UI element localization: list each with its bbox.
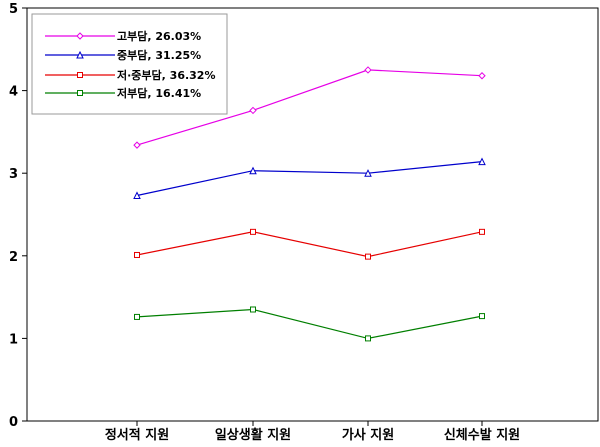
data-point xyxy=(250,228,256,235)
axes: 0 1 2 3 4 5 정서적 지원 일상생활 지원 가사 지원 신체수발 지원 xyxy=(9,2,599,443)
legend-entry: 저·중부담, 36.32% xyxy=(45,68,215,82)
series-line xyxy=(136,69,483,146)
series-line xyxy=(136,308,483,340)
data-point xyxy=(478,72,486,80)
y-tick-label: 5 xyxy=(9,2,18,17)
plot-frame xyxy=(26,7,599,422)
legend-label: 중부담, 31.25% xyxy=(117,48,201,62)
legend-entry: 중부담, 31.25% xyxy=(45,48,201,62)
data-point xyxy=(249,106,257,115)
data-point xyxy=(250,306,256,313)
legend-entry: 저부담, 16.41% xyxy=(45,86,201,100)
y-tick-label: 0 xyxy=(9,415,18,430)
legend-label: 저·중부담, 36.32% xyxy=(117,68,215,82)
legend: 고부담, 26.03% 중부담, 31.25% 저·중부담, 36.32% 저부담, … xyxy=(31,13,228,115)
series-line xyxy=(136,161,483,197)
y-tick-label: 2 xyxy=(9,250,18,265)
data-point xyxy=(133,191,141,200)
series-1 xyxy=(133,157,486,200)
legend-entry: 고부담, 26.03% xyxy=(45,29,201,43)
x-tick-label: 가사 지원 xyxy=(342,427,394,443)
data-point xyxy=(479,313,485,320)
legend-marker xyxy=(76,32,84,40)
series-3 xyxy=(134,306,485,342)
data-point xyxy=(479,228,485,235)
x-tick-label: 신체수발 지원 xyxy=(444,427,520,443)
data-point xyxy=(249,166,257,175)
data-point xyxy=(134,313,140,320)
data-point xyxy=(134,251,140,258)
legend-label: 저부담, 16.41% xyxy=(117,86,201,100)
data-point xyxy=(364,66,372,74)
x-tick-label: 일상생활 지원 xyxy=(215,427,291,443)
legend-marker xyxy=(77,72,83,78)
y-tick-label: 1 xyxy=(9,332,18,347)
data-point xyxy=(478,157,486,166)
series-2 xyxy=(134,228,485,260)
legend-marker xyxy=(77,90,83,96)
legend-marker xyxy=(76,50,84,59)
series-line xyxy=(136,231,483,258)
data-point xyxy=(364,169,372,177)
data-point xyxy=(365,335,371,342)
legend-box xyxy=(31,13,228,115)
y-tick-label: 4 xyxy=(9,85,18,100)
series-layer xyxy=(133,66,486,342)
data-point xyxy=(365,253,371,260)
data-point xyxy=(133,141,141,149)
y-tick-label: 3 xyxy=(9,167,18,182)
legend-label: 고부담, 26.03% xyxy=(117,29,201,43)
x-tick-label: 정서적 지원 xyxy=(105,427,169,443)
series-0 xyxy=(133,66,486,149)
